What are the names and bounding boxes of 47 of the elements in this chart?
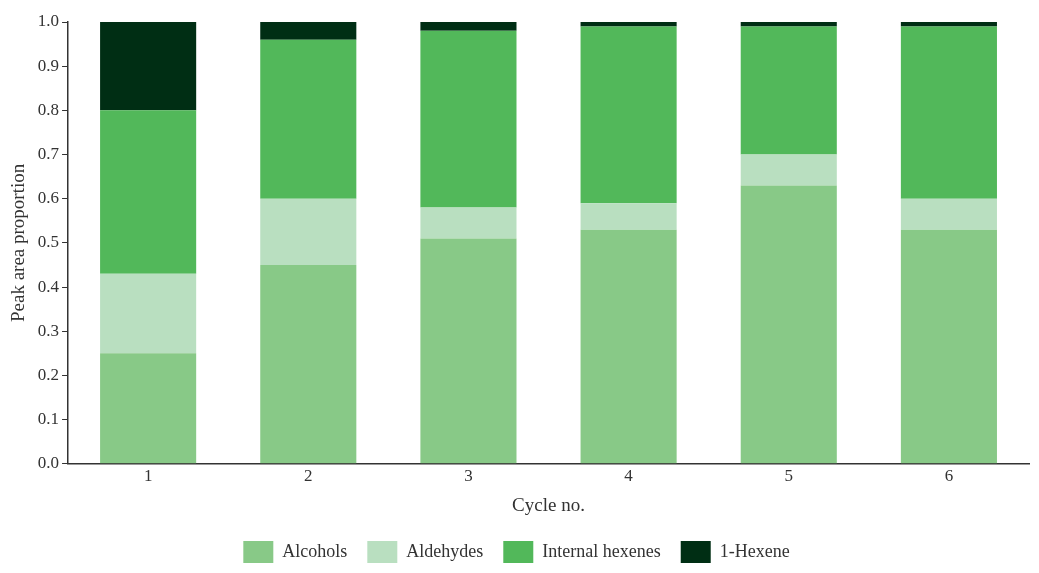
legend-label: Internal hexenes <box>542 540 661 561</box>
x-tick-label: 1 <box>143 466 153 486</box>
x-tick-label: 4 <box>624 466 634 486</box>
bar <box>420 30 517 208</box>
y-tick-label: 0.5 <box>37 232 60 252</box>
bar <box>260 22 357 40</box>
bar <box>100 273 197 354</box>
bar <box>900 198 997 230</box>
bar <box>260 39 357 199</box>
legend-label: Alcohols <box>282 540 348 561</box>
bar <box>100 110 197 274</box>
bar <box>580 22 677 27</box>
x-tick-label: 3 <box>464 466 473 486</box>
x-axis-title: Cycle no. <box>512 493 585 515</box>
bar <box>900 229 997 464</box>
y-tick-label: 0.9 <box>37 55 60 75</box>
bar <box>260 198 357 265</box>
y-tick-label: 0.3 <box>37 320 60 340</box>
bar <box>740 22 837 27</box>
y-tick-label: 1.0 <box>37 11 60 31</box>
x-tick-label: 2 <box>304 466 313 486</box>
y-tick-label: 0.6 <box>37 188 60 208</box>
y-tick-label: 0.2 <box>37 364 60 384</box>
legend-label: Aldehydes <box>406 540 484 561</box>
bar <box>900 26 997 199</box>
bar <box>740 154 837 186</box>
bar <box>900 22 997 27</box>
bar <box>420 207 517 239</box>
x-tick-label: 6 <box>944 466 954 486</box>
bar <box>420 22 517 31</box>
bar <box>100 22 197 111</box>
bar <box>580 26 677 204</box>
bar <box>100 353 197 464</box>
legend-label: 1-Hexene <box>719 540 790 561</box>
y-tick-label: 0.7 <box>37 144 60 164</box>
y-tick-label: 0.0 <box>37 453 60 473</box>
bar <box>580 229 677 464</box>
bar <box>580 203 677 230</box>
y-tick-label: 0.8 <box>37 99 60 119</box>
bar <box>740 185 837 464</box>
bar <box>740 26 837 155</box>
y-axis-title: Peak area proportion <box>7 163 29 323</box>
y-tick-label: 0.1 <box>37 409 60 429</box>
x-tick-label: 5 <box>784 466 794 486</box>
bar <box>420 238 517 464</box>
bar <box>260 264 357 464</box>
y-tick-label: 0.4 <box>37 276 60 296</box>
